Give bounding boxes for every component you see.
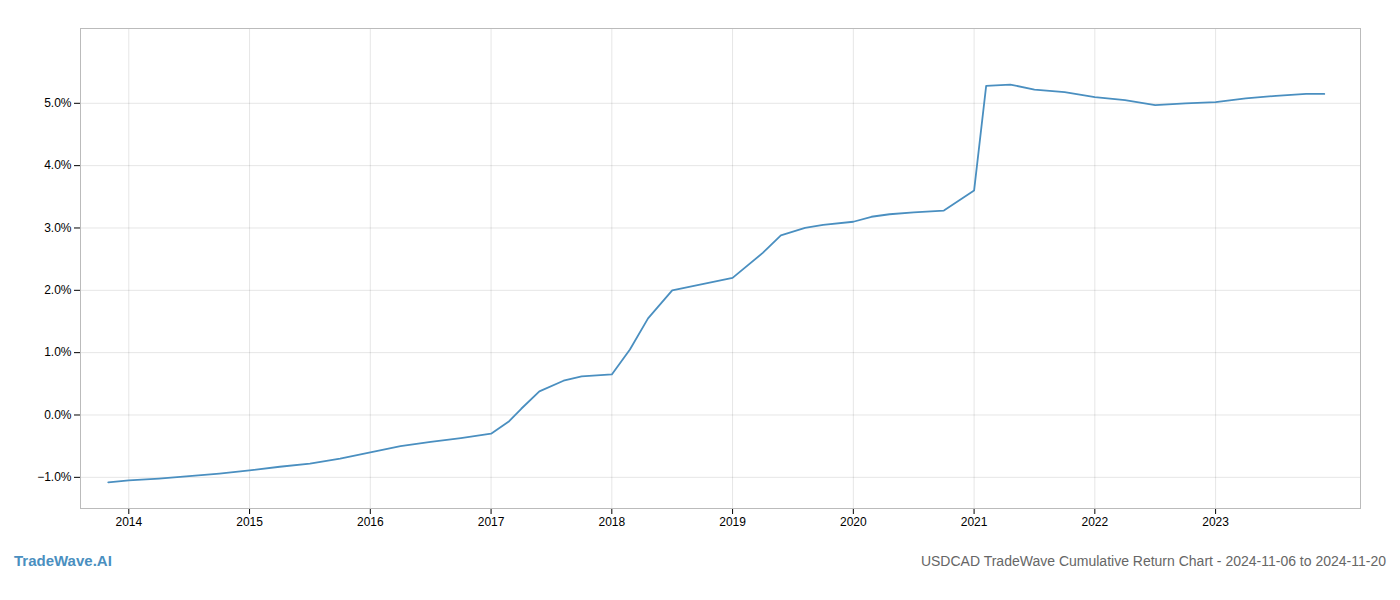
svg-text:2018: 2018	[598, 515, 625, 529]
svg-text:2019: 2019	[719, 515, 746, 529]
svg-text:2016: 2016	[357, 515, 384, 529]
svg-text:−1.0%: −1.0%	[37, 470, 72, 484]
html-text:USDCAD TradeWave Cumulative Re: USDCAD TradeWave Cumulative Return Chart…	[920, 553, 1386, 569]
svg-text:2014: 2014	[115, 515, 142, 529]
svg-text:2.0%: 2.0%	[44, 283, 72, 297]
svg-text:2017: 2017	[478, 515, 505, 529]
html-text:TradeWave.AI: TradeWave.AI	[14, 552, 112, 569]
svg-text:2020: 2020	[840, 515, 867, 529]
svg-text:2022: 2022	[1081, 515, 1108, 529]
svg-text:2015: 2015	[236, 515, 263, 529]
svg-text:4.0%: 4.0%	[44, 158, 72, 172]
svg-text:3.0%: 3.0%	[44, 221, 72, 235]
svg-text:0.0%: 0.0%	[44, 408, 72, 422]
svg-text:5.0%: 5.0%	[44, 96, 72, 110]
svg-text:2021: 2021	[961, 515, 988, 529]
svg-text:1.0%: 1.0%	[44, 345, 72, 359]
svg-text:2023: 2023	[1202, 515, 1229, 529]
